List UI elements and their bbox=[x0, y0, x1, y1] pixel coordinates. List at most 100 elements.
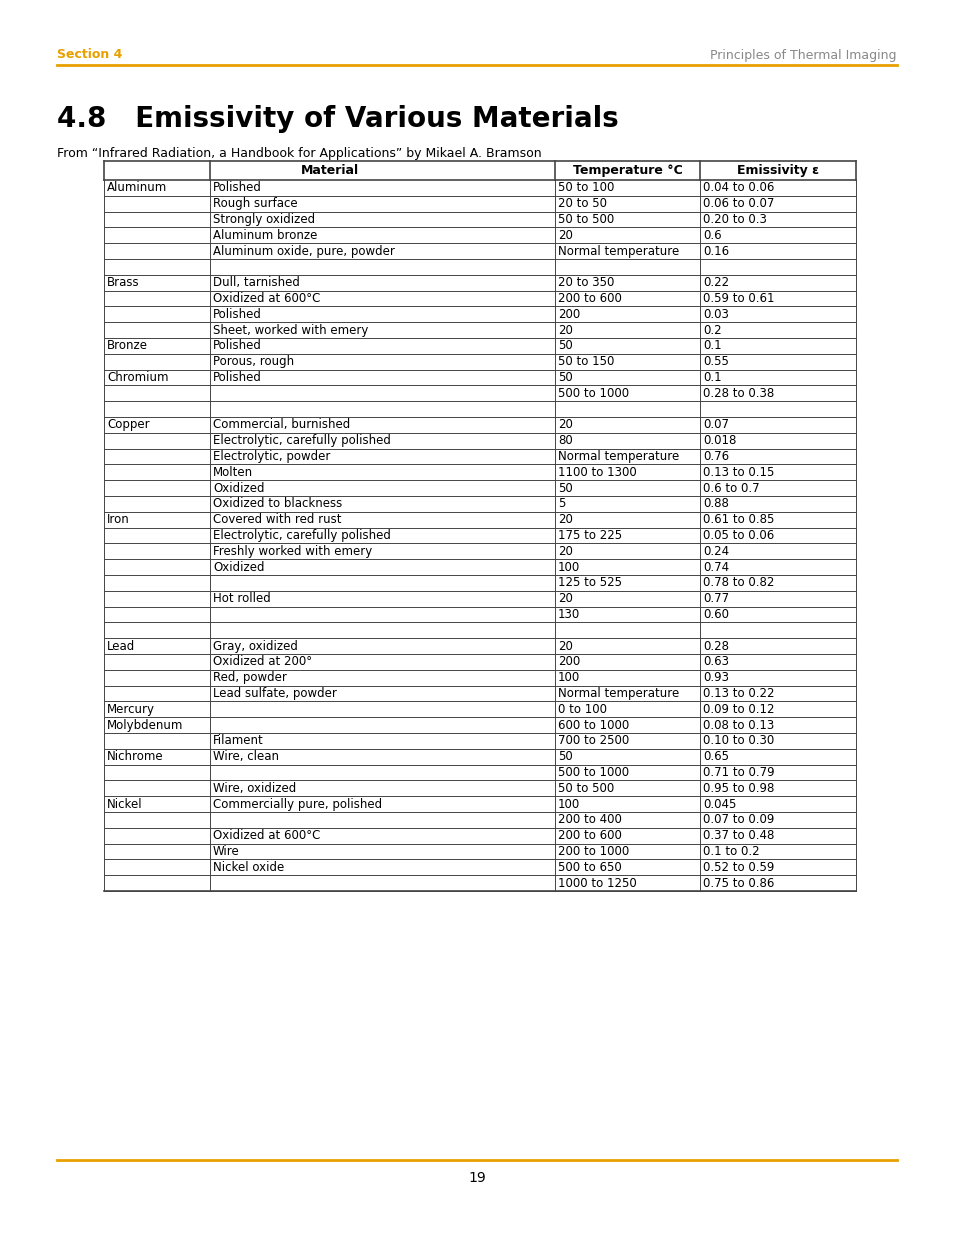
Text: Aluminum bronze: Aluminum bronze bbox=[213, 228, 317, 242]
Text: 19: 19 bbox=[468, 1171, 485, 1186]
Text: 0.06 to 0.07: 0.06 to 0.07 bbox=[702, 198, 774, 210]
Text: 20: 20 bbox=[558, 545, 572, 558]
Text: 500 to 1000: 500 to 1000 bbox=[558, 387, 628, 400]
Text: 0.03: 0.03 bbox=[702, 308, 728, 321]
Text: 50 to 150: 50 to 150 bbox=[558, 356, 614, 368]
Text: 0.1: 0.1 bbox=[702, 340, 720, 352]
Text: Polished: Polished bbox=[213, 308, 262, 321]
Text: 5: 5 bbox=[558, 498, 565, 510]
Text: 50: 50 bbox=[558, 482, 572, 494]
Text: Wire: Wire bbox=[213, 845, 239, 858]
Text: Oxidized at 200°: Oxidized at 200° bbox=[213, 656, 312, 668]
Text: 200 to 600: 200 to 600 bbox=[558, 829, 621, 842]
Text: 0.24: 0.24 bbox=[702, 545, 728, 558]
Text: 0.60: 0.60 bbox=[702, 608, 728, 621]
Text: 0.37 to 0.48: 0.37 to 0.48 bbox=[702, 829, 774, 842]
Text: 50: 50 bbox=[558, 750, 572, 763]
Text: Normal temperature: Normal temperature bbox=[558, 450, 679, 463]
Text: 0.76: 0.76 bbox=[702, 450, 728, 463]
Text: Covered with red rust: Covered with red rust bbox=[213, 514, 341, 526]
Text: 0.13 to 0.15: 0.13 to 0.15 bbox=[702, 466, 774, 479]
Text: 200 to 400: 200 to 400 bbox=[558, 814, 621, 826]
Text: 0.09 to 0.12: 0.09 to 0.12 bbox=[702, 703, 774, 716]
Text: 0.93: 0.93 bbox=[702, 671, 728, 684]
Text: Nickel oxide: Nickel oxide bbox=[213, 861, 284, 874]
Text: 0.16: 0.16 bbox=[702, 245, 728, 258]
Text: From “Infrared Radiation, a Handbook for Applications” by Mikael A. Bramson: From “Infrared Radiation, a Handbook for… bbox=[57, 147, 541, 161]
Text: 200 to 1000: 200 to 1000 bbox=[558, 845, 629, 858]
Text: 0.018: 0.018 bbox=[702, 435, 736, 447]
Text: Oxidized at 600°C: Oxidized at 600°C bbox=[213, 291, 320, 305]
Text: Commercially pure, polished: Commercially pure, polished bbox=[213, 798, 382, 810]
Text: 500 to 1000: 500 to 1000 bbox=[558, 766, 628, 779]
Text: Principles of Thermal Imaging: Principles of Thermal Imaging bbox=[710, 48, 896, 62]
Text: 0.61 to 0.85: 0.61 to 0.85 bbox=[702, 514, 774, 526]
Text: Filament: Filament bbox=[213, 735, 263, 747]
Text: Normal temperature: Normal temperature bbox=[558, 245, 679, 258]
Text: 0.95 to 0.98: 0.95 to 0.98 bbox=[702, 782, 774, 795]
Text: Wire, oxidized: Wire, oxidized bbox=[213, 782, 296, 795]
Text: 100: 100 bbox=[558, 671, 579, 684]
Text: 0.28: 0.28 bbox=[702, 640, 728, 652]
Text: 0.07: 0.07 bbox=[702, 419, 728, 431]
Text: 0.10 to 0.30: 0.10 to 0.30 bbox=[702, 735, 774, 747]
Text: 1100 to 1300: 1100 to 1300 bbox=[558, 466, 636, 479]
Text: 500 to 650: 500 to 650 bbox=[558, 861, 621, 874]
Text: 0.1: 0.1 bbox=[702, 370, 720, 384]
Text: Molten: Molten bbox=[213, 466, 253, 479]
Text: 0.20 to 0.3: 0.20 to 0.3 bbox=[702, 212, 766, 226]
Text: 0.75 to 0.86: 0.75 to 0.86 bbox=[702, 877, 774, 889]
Text: 0.88: 0.88 bbox=[702, 498, 728, 510]
Text: 100: 100 bbox=[558, 561, 579, 573]
Text: 0.1 to 0.2: 0.1 to 0.2 bbox=[702, 845, 759, 858]
Text: Mercury: Mercury bbox=[107, 703, 154, 716]
Text: Chromium: Chromium bbox=[107, 370, 169, 384]
Text: 125 to 525: 125 to 525 bbox=[558, 577, 621, 589]
Text: 50 to 500: 50 to 500 bbox=[558, 782, 614, 795]
Text: 20: 20 bbox=[558, 593, 572, 605]
Text: Red, powder: Red, powder bbox=[213, 671, 287, 684]
Text: 0.71 to 0.79: 0.71 to 0.79 bbox=[702, 766, 774, 779]
Text: Aluminum oxide, pure, powder: Aluminum oxide, pure, powder bbox=[213, 245, 395, 258]
Text: Hot rolled: Hot rolled bbox=[213, 593, 271, 605]
Text: 80: 80 bbox=[558, 435, 572, 447]
Text: 200: 200 bbox=[558, 308, 579, 321]
Text: 0.07 to 0.09: 0.07 to 0.09 bbox=[702, 814, 774, 826]
Text: Freshly worked with emery: Freshly worked with emery bbox=[213, 545, 372, 558]
Text: 0.63: 0.63 bbox=[702, 656, 728, 668]
Text: 50: 50 bbox=[558, 340, 572, 352]
Text: Lead sulfate, powder: Lead sulfate, powder bbox=[213, 687, 336, 700]
Text: 130: 130 bbox=[558, 608, 579, 621]
Text: Oxidized: Oxidized bbox=[213, 482, 264, 494]
Text: 0.74: 0.74 bbox=[702, 561, 728, 573]
Text: Material: Material bbox=[300, 164, 358, 177]
Text: Temperature °C: Temperature °C bbox=[572, 164, 681, 177]
Text: Wire, clean: Wire, clean bbox=[213, 750, 278, 763]
Text: 200: 200 bbox=[558, 656, 579, 668]
Text: 0.2: 0.2 bbox=[702, 324, 720, 337]
Text: 175 to 225: 175 to 225 bbox=[558, 529, 621, 542]
Text: 0.65: 0.65 bbox=[702, 750, 728, 763]
Text: 600 to 1000: 600 to 1000 bbox=[558, 719, 629, 731]
Text: 4.8   Emissivity of Various Materials: 4.8 Emissivity of Various Materials bbox=[57, 105, 618, 133]
Text: 0.6: 0.6 bbox=[702, 228, 720, 242]
Text: Nickel: Nickel bbox=[107, 798, 143, 810]
Text: 0.22: 0.22 bbox=[702, 277, 728, 289]
Text: 20: 20 bbox=[558, 419, 572, 431]
Text: Sheet, worked with emery: Sheet, worked with emery bbox=[213, 324, 368, 337]
Text: Gray, oxidized: Gray, oxidized bbox=[213, 640, 297, 652]
Text: Molybdenum: Molybdenum bbox=[107, 719, 183, 731]
Text: 20: 20 bbox=[558, 324, 572, 337]
Text: 0.55: 0.55 bbox=[702, 356, 728, 368]
Text: Polished: Polished bbox=[213, 182, 262, 194]
Text: Emissivity ε: Emissivity ε bbox=[737, 164, 818, 177]
Text: Polished: Polished bbox=[213, 340, 262, 352]
Text: 0.045: 0.045 bbox=[702, 798, 736, 810]
Text: 20: 20 bbox=[558, 514, 572, 526]
Text: Commercial, burnished: Commercial, burnished bbox=[213, 419, 350, 431]
Text: Brass: Brass bbox=[107, 277, 139, 289]
Text: Section 4: Section 4 bbox=[57, 48, 122, 62]
Text: 700 to 2500: 700 to 2500 bbox=[558, 735, 629, 747]
Text: 0.04 to 0.06: 0.04 to 0.06 bbox=[702, 182, 774, 194]
Text: Iron: Iron bbox=[107, 514, 130, 526]
